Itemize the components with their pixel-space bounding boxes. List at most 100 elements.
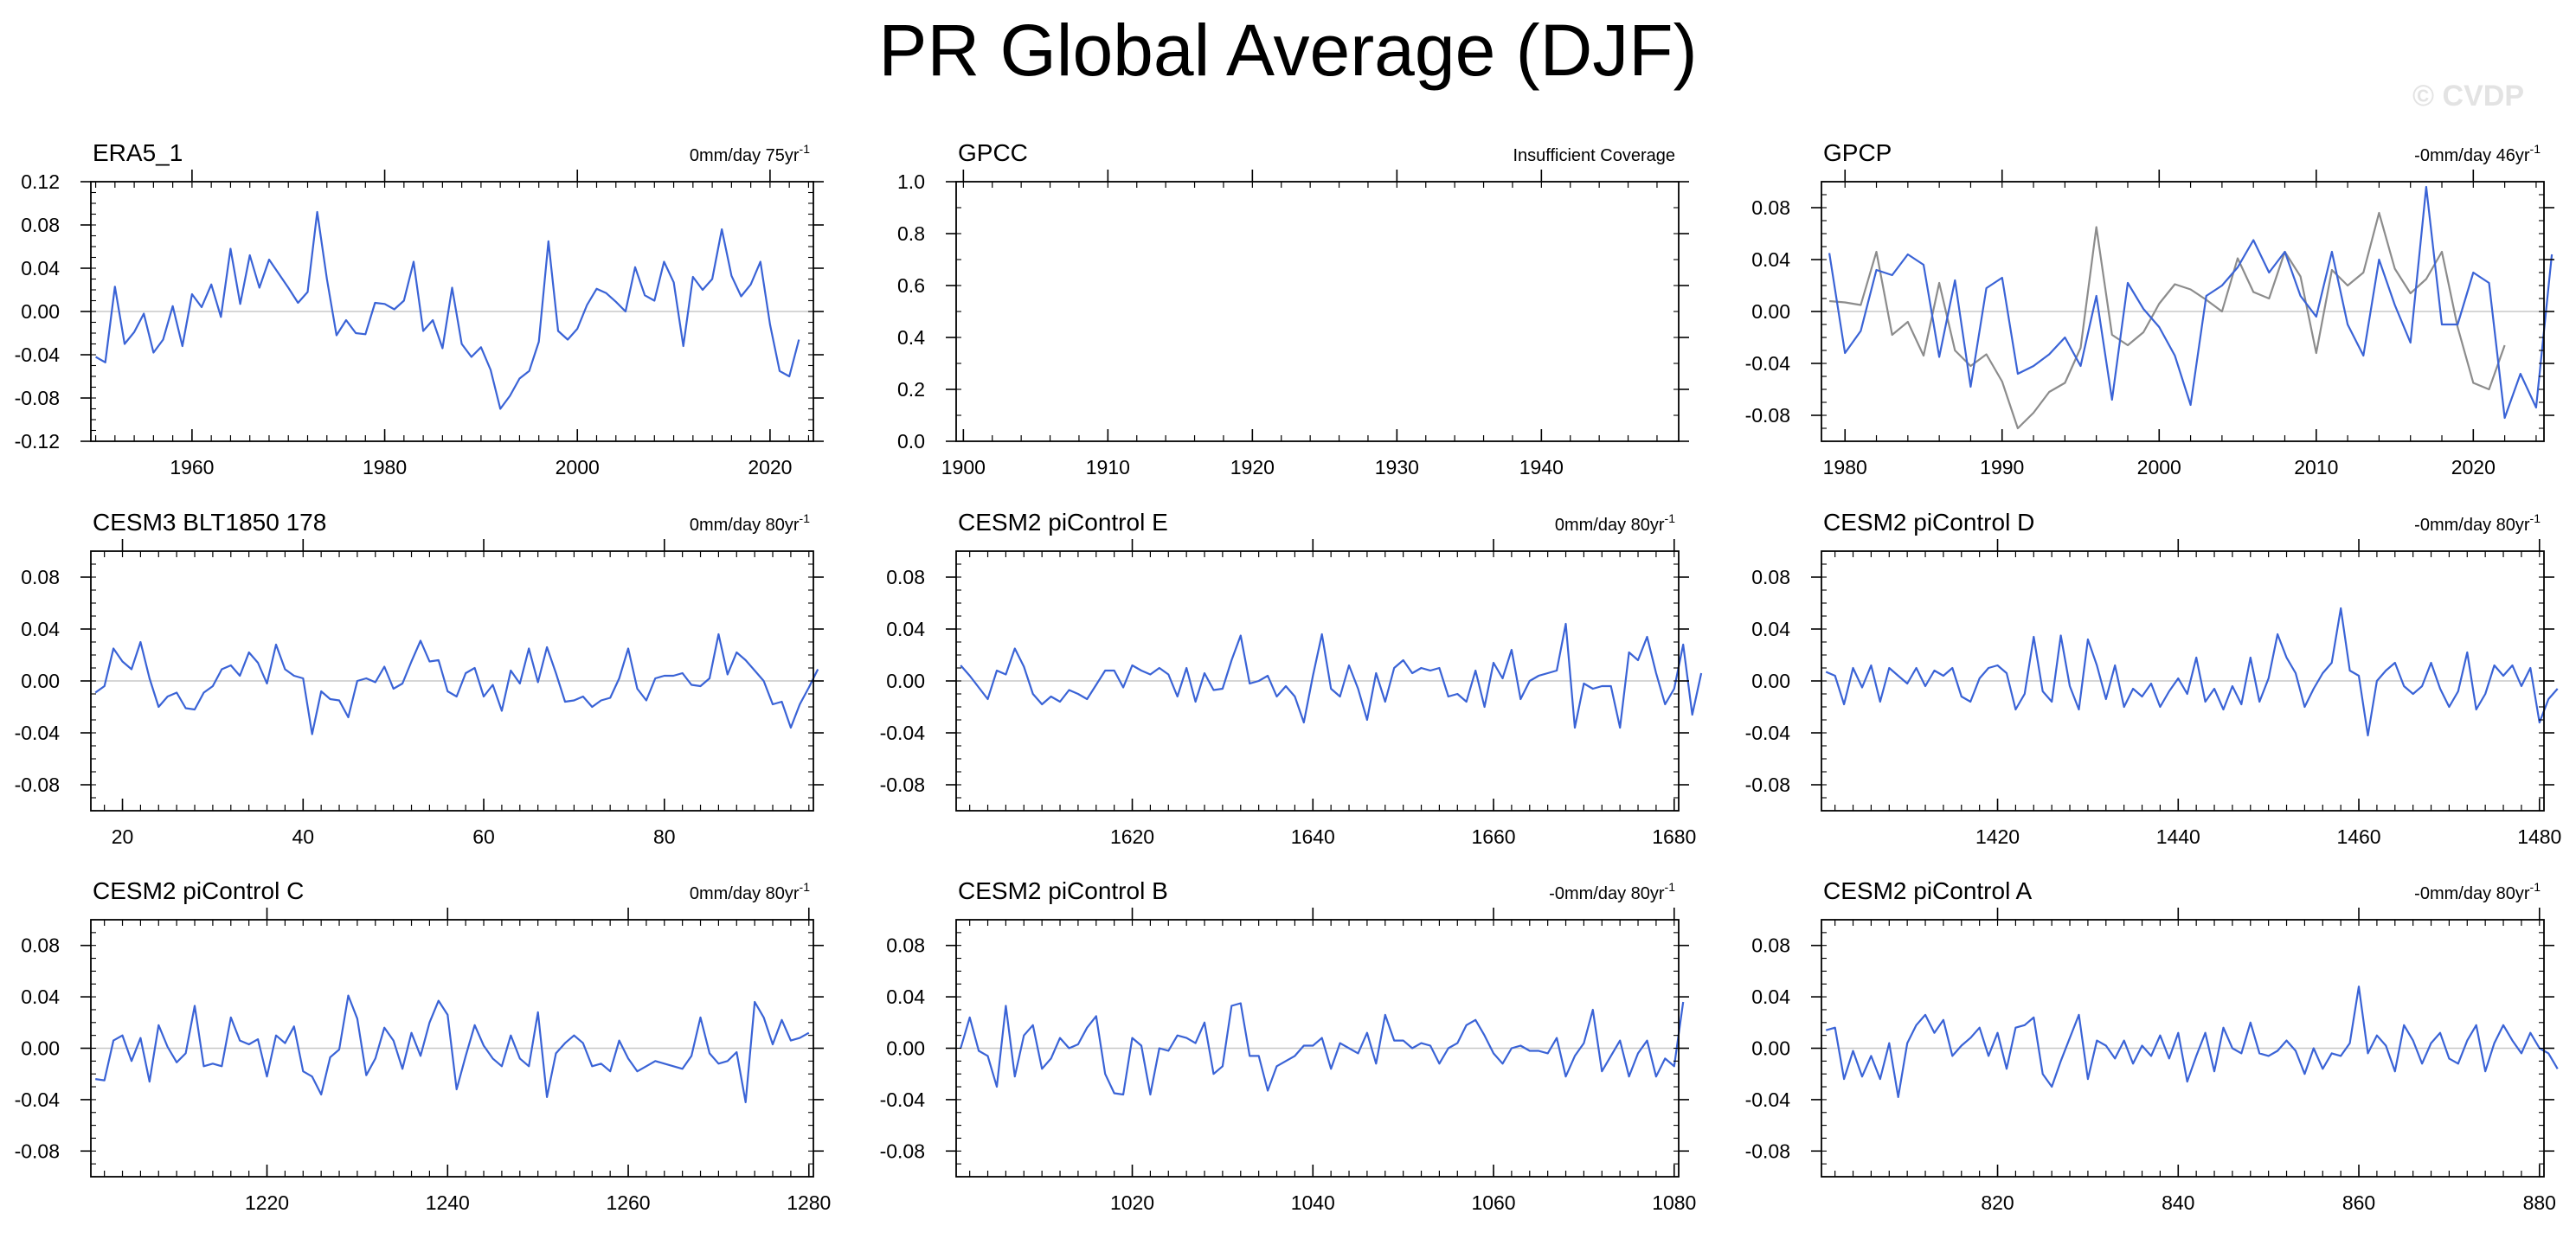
x-tick-label: 1440: [2156, 825, 2200, 848]
panel-6: 1420 1440 1460 1480 -0.08 -0.04 0.00 0.04 0.08 CE…: [1745, 509, 2562, 848]
panel-title: CESM3 BLT1850 178: [93, 509, 326, 536]
y-tick-label: 0.00: [886, 670, 925, 692]
x-tick-label: 880: [2523, 1191, 2556, 1214]
panel-9: 820 840 860 880 -0.08 -0.04 0.00 0.04 0.08 CESM2 …: [1745, 877, 2559, 1214]
y-tick-label: 0.08: [21, 214, 60, 236]
main-title: PR Global Average (DJF): [878, 10, 1698, 91]
x-tick-label: 2000: [2137, 456, 2181, 478]
y-tick-label: -0.08: [1745, 1140, 1790, 1162]
series-line: [95, 994, 810, 1104]
y-tick-label: 0.00: [1751, 670, 1790, 692]
y-tick-label: 0.08: [1751, 566, 1790, 588]
x-tick-label: 2010: [2294, 456, 2338, 478]
panel-note: -0mm/day 80yr-1: [2414, 880, 2541, 903]
y-tick-label: 0.08: [886, 934, 925, 957]
panel-title: ERA5_1: [93, 139, 183, 166]
y-tick-label: -0.08: [880, 1140, 925, 1162]
y-tick-label: -0.08: [1745, 774, 1790, 796]
x-tick-label: 1960: [170, 456, 214, 478]
series-line: [960, 622, 1703, 729]
panel-note: -0mm/day 80yr-1: [1549, 880, 1675, 903]
x-tick-label: 20: [112, 825, 134, 848]
x-tick-label: 1260: [606, 1191, 650, 1214]
series-line: [1825, 607, 2559, 737]
x-tick-label: 1990: [1980, 456, 2024, 478]
x-tick-label: 1060: [1471, 1191, 1515, 1214]
y-tick-label: 0.2: [897, 378, 925, 401]
x-tick-label: 80: [653, 825, 676, 848]
x-tick-label: 1080: [1652, 1191, 1696, 1214]
y-tick-label: 0.00: [21, 670, 60, 692]
y-tick-label: -0.04: [15, 722, 61, 744]
y-tick-label: 0.08: [886, 566, 925, 588]
x-tick-label: 1420: [1975, 825, 2020, 848]
series-line: [95, 210, 800, 410]
y-tick-label: 0.00: [1751, 1037, 1790, 1060]
y-tick-label: 0.04: [886, 618, 925, 640]
x-tick-label: 1680: [1652, 825, 1696, 848]
x-tick-label: 840: [2162, 1191, 2194, 1214]
y-tick-label: 0.04: [1751, 618, 1790, 640]
y-tick-label: -0.08: [15, 1140, 60, 1162]
panel-title: CESM2 piControl C: [93, 877, 304, 904]
y-tick-label: 0.00: [21, 300, 60, 323]
y-tick-label: 1.0: [897, 170, 925, 193]
y-tick-label: -0.04: [1745, 722, 1791, 744]
y-tick-label: -0.04: [880, 722, 926, 744]
panel-note: 0mm/day 75yr-1: [690, 142, 810, 165]
y-tick-label: 0.0: [897, 430, 925, 453]
x-tick-label: 1620: [1110, 825, 1154, 848]
y-tick-label: 0.04: [21, 986, 60, 1008]
x-tick-label: 2020: [2451, 456, 2496, 478]
x-tick-label: 1900: [941, 456, 986, 478]
y-tick-label: 0.04: [1751, 248, 1790, 271]
y-tick-label: 0.00: [1751, 300, 1790, 323]
y-tick-label: -0.04: [1745, 352, 1791, 375]
panel-title: GPCP: [1823, 139, 1892, 166]
panel-3: 1980 1990 2000 2010 2020 -0.08 -0.04 0.00 0.04 0.…: [1745, 139, 2554, 478]
y-tick-label: -0.04: [15, 343, 61, 366]
plot-frame: [955, 181, 1680, 442]
panel-note: Insufficient Coverage: [1513, 146, 1675, 165]
y-tick-label: 0.8: [897, 222, 925, 245]
x-tick-label: 1220: [245, 1191, 289, 1214]
panel-note: 0mm/day 80yr-1: [1555, 511, 1675, 535]
panel-note: -0mm/day 46yr-1: [2414, 142, 2541, 165]
x-tick-label: 40: [292, 825, 314, 848]
x-tick-label: 2000: [556, 456, 600, 478]
y-tick-label: 0.08: [21, 566, 60, 588]
panel-note: -0mm/day 80yr-1: [2414, 511, 2541, 535]
y-tick-label: -0.08: [1745, 404, 1790, 427]
panel-4: 20 40 60 80 -0.08 -0.04 0.00 0.04 0.08 CESM3 BLT1…: [15, 509, 824, 848]
x-tick-label: 1930: [1375, 456, 1419, 478]
x-tick-label: 1920: [1230, 456, 1275, 478]
panel-title: CESM2 piControl E: [958, 509, 1168, 536]
series-line: [94, 632, 819, 735]
y-tick-label: -0.04: [880, 1088, 926, 1111]
x-tick-label: 1910: [1086, 456, 1130, 478]
y-tick-label: 0.00: [886, 1037, 925, 1060]
series-line: [960, 1001, 1685, 1096]
panel-title: CESM2 piControl D: [1823, 509, 2034, 536]
panel-2: 1900 1910 1920 1930 1940 0.0 0.2 0.4 0.6 0.8 1.0 GP…: [897, 139, 1689, 478]
y-tick-label: 0.04: [21, 257, 60, 279]
x-tick-label: 1240: [426, 1191, 470, 1214]
y-tick-label: -0.04: [1745, 1088, 1791, 1111]
y-tick-label: -0.04: [15, 1088, 61, 1111]
x-tick-label: 2020: [748, 456, 792, 478]
x-tick-label: 860: [2342, 1191, 2375, 1214]
x-tick-label: 1460: [2336, 825, 2380, 848]
panel-1: 1960 1980 2000 2020 -0.12 -0.08 -0.04 0.00 0.04 0…: [15, 139, 824, 478]
y-tick-label: 0.04: [21, 618, 60, 640]
x-tick-label: 820: [1981, 1191, 2014, 1214]
watermark: © CVDP: [2412, 80, 2524, 112]
y-tick-label: 0.04: [886, 986, 925, 1008]
y-tick-label: -0.12: [15, 430, 60, 453]
x-tick-label: 1020: [1110, 1191, 1154, 1214]
series-line: [1828, 185, 2554, 420]
panel-7: 1220 1240 1260 1280 -0.08 -0.04 0.00 0.04 0.08 CE…: [15, 877, 832, 1214]
y-tick-label: -0.08: [880, 774, 925, 796]
x-tick-label: 1660: [1471, 825, 1515, 848]
panel-title: CESM2 piControl A: [1823, 877, 2033, 904]
x-tick-label: 60: [472, 825, 495, 848]
